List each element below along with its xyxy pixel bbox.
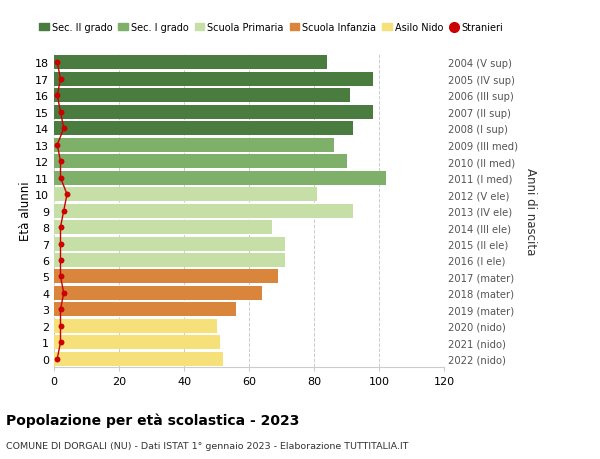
- Point: [56, 323, 65, 330]
- Legend: Sec. II grado, Sec. I grado, Scuola Primaria, Scuola Infanzia, Asilo Nido, Stran: Sec. II grado, Sec. I grado, Scuola Prim…: [35, 19, 507, 37]
- Bar: [54, 352, 223, 366]
- Point: [59, 207, 68, 215]
- Bar: [54, 336, 220, 350]
- Point: [52, 92, 62, 100]
- Bar: [54, 122, 353, 136]
- Point: [56, 339, 65, 346]
- Point: [56, 224, 65, 231]
- Bar: [54, 286, 262, 300]
- Point: [52, 60, 62, 67]
- Point: [59, 290, 68, 297]
- Bar: [54, 253, 285, 268]
- Bar: [54, 188, 317, 202]
- Point: [59, 125, 68, 133]
- Point: [52, 355, 62, 363]
- Point: [56, 241, 65, 248]
- Bar: [54, 56, 327, 70]
- Bar: [54, 171, 386, 185]
- Point: [56, 273, 65, 280]
- Point: [56, 257, 65, 264]
- Text: Popolazione per età scolastica - 2023: Popolazione per età scolastica - 2023: [6, 413, 299, 428]
- Point: [62, 191, 72, 198]
- Point: [56, 109, 65, 116]
- Bar: [54, 319, 217, 333]
- Point: [56, 306, 65, 313]
- Point: [56, 76, 65, 84]
- Bar: [54, 237, 285, 251]
- Point: [56, 158, 65, 166]
- Bar: [54, 73, 373, 87]
- Text: COMUNE DI DORGALI (NU) - Dati ISTAT 1° gennaio 2023 - Elaborazione TUTTITALIA.IT: COMUNE DI DORGALI (NU) - Dati ISTAT 1° g…: [6, 441, 409, 450]
- Y-axis label: Età alunni: Età alunni: [19, 181, 32, 241]
- Bar: [54, 139, 334, 152]
- Point: [56, 174, 65, 182]
- Point: [52, 142, 62, 149]
- Bar: [54, 270, 278, 284]
- Bar: [54, 303, 236, 317]
- Bar: [54, 89, 350, 103]
- Bar: [54, 106, 373, 119]
- Bar: [54, 204, 353, 218]
- Y-axis label: Anni di nascita: Anni di nascita: [524, 168, 537, 255]
- Bar: [54, 221, 272, 235]
- Bar: [54, 155, 347, 169]
